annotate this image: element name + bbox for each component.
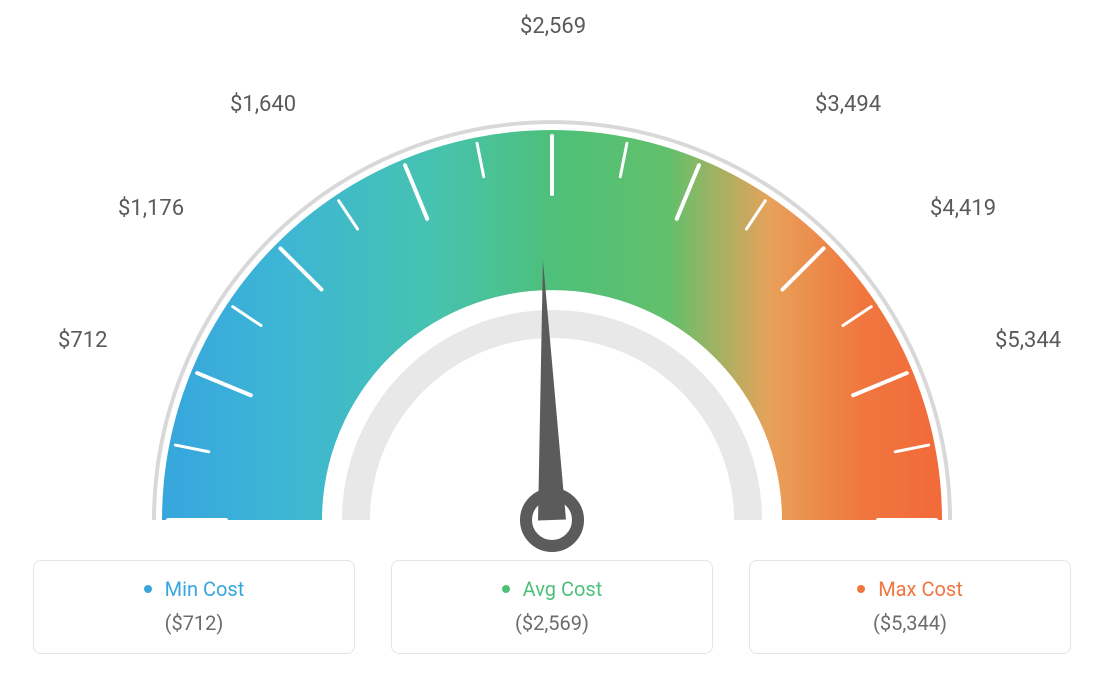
dot-icon: [502, 585, 510, 593]
legend-value-avg: ($2,569): [392, 611, 712, 635]
gauge-scale-label: $1,640: [230, 92, 296, 117]
legend-title-text: Avg Cost: [523, 577, 603, 601]
gauge-area: $712 $1,176 $1,640 $2,569 $3,494 $4,419 $5,344: [0, 0, 1104, 560]
gauge-scale-label: $3,494: [815, 92, 881, 117]
cost-gauge-widget: $712 $1,176 $1,640 $2,569 $3,494 $4,419 $5,344…: [0, 0, 1104, 690]
legend-value-max: ($5,344): [750, 611, 1070, 635]
legend-card-max: Max Cost ($5,344): [749, 560, 1071, 654]
legend-value-min: ($712): [34, 611, 354, 635]
gauge-chart: [0, 0, 1104, 560]
gauge-scale-label: $2,569: [520, 14, 586, 39]
legend-card-avg: Avg Cost ($2,569): [391, 560, 713, 654]
gauge-scale-label: $1,176: [118, 196, 184, 221]
legend-card-min: Min Cost ($712): [33, 560, 355, 654]
gauge-scale-label: $5,344: [995, 328, 1061, 353]
legend-title-text: Max Cost: [878, 577, 963, 601]
dot-icon: [144, 585, 152, 593]
legend-title-avg: Avg Cost: [392, 577, 712, 601]
dot-icon: [857, 585, 865, 593]
legend-title-text: Min Cost: [165, 577, 245, 601]
legend-title-min: Min Cost: [34, 577, 354, 601]
gauge-scale-label: $712: [58, 328, 107, 353]
legend-title-max: Max Cost: [750, 577, 1070, 601]
gauge-scale-label: $4,419: [930, 196, 996, 221]
legend-row: Min Cost ($712) Avg Cost ($2,569) Max Co…: [0, 560, 1104, 674]
